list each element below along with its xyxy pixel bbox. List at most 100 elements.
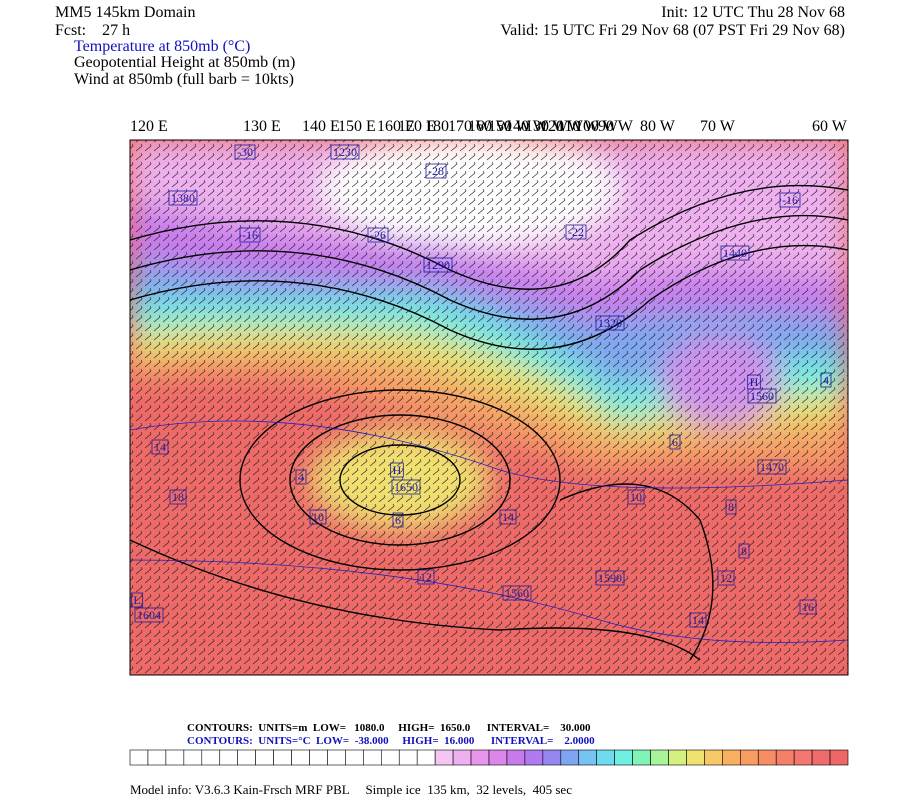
contour-label: 6 <box>672 435 678 449</box>
contour-label-box <box>367 227 389 243</box>
contour-label: 12 <box>420 570 432 584</box>
contour-label: L <box>133 593 140 607</box>
contour-label-box <box>499 509 517 525</box>
contour-label-box <box>725 499 737 515</box>
contour-label: 1590 <box>598 571 622 585</box>
contour-label-box <box>169 489 187 505</box>
contour-label: 14 <box>502 510 514 524</box>
colorbar-cell <box>650 749 669 766</box>
colorbar-cell <box>470 749 490 766</box>
colorbar-cell <box>273 749 292 766</box>
colorbar-cell <box>398 749 418 766</box>
colorbar-cell <box>506 749 526 766</box>
colorbar-cell <box>201 749 221 766</box>
map-field <box>130 140 848 675</box>
colorbar-cell <box>757 749 777 766</box>
contour-label-box <box>423 257 453 273</box>
contour-label: 1560 <box>750 389 774 403</box>
contour-label: 1470 <box>760 460 784 474</box>
contour-label: 1320 <box>598 316 622 330</box>
contour-label-box <box>747 388 777 404</box>
contour-label-box <box>390 462 404 478</box>
colorbar-cell <box>596 749 615 766</box>
contour-label-box <box>392 512 404 528</box>
longitude-label: 150 W <box>488 118 532 135</box>
contour-label: 1650 <box>394 480 418 494</box>
contour-label: 1440 <box>723 246 747 260</box>
colorbar-cell <box>219 749 239 766</box>
colorbar-cell <box>739 749 759 766</box>
contour-label-box <box>134 607 164 623</box>
contour-label-box <box>799 599 817 615</box>
longitude-label: 180 <box>425 118 449 135</box>
contour-label: H <box>393 463 402 477</box>
contour-label-box <box>151 439 169 455</box>
contour-label-box <box>295 469 307 485</box>
longitude-label: 160 E <box>377 118 415 135</box>
title: MM5 145km Domain <box>55 4 195 21</box>
contour-label-box <box>595 570 625 586</box>
contour-label-box <box>391 479 421 495</box>
contour-label-box <box>565 224 587 240</box>
colorbar-cell <box>363 749 382 766</box>
contour-label-box <box>425 163 447 179</box>
colorbar-cell <box>434 749 454 766</box>
colorbar-cell <box>129 749 149 766</box>
longitude-label: 140 E <box>302 118 340 135</box>
colorbar-cell <box>524 749 544 766</box>
colorbar-cell <box>704 749 723 766</box>
contour-label-box <box>234 144 256 160</box>
contour-label: -16 <box>782 193 798 207</box>
longitude-label: 130 W <box>525 118 569 135</box>
colorbar-cell <box>345 749 364 766</box>
colorbar-cell <box>793 749 813 766</box>
longitude-label: 140 W <box>505 118 549 135</box>
longitude-label: 80 W <box>640 118 676 135</box>
forecast: Fcst: 27 h <box>55 22 130 39</box>
colorbar-cell <box>416 749 436 766</box>
contour-label-box <box>669 434 681 450</box>
longitude-label: 110 W <box>557 118 600 135</box>
contour-label-box <box>168 190 198 206</box>
contour-label-box <box>239 227 261 243</box>
colorbar-cell <box>775 749 795 766</box>
longitude-label: 70 W <box>700 118 736 135</box>
longitude-label: 130 E <box>243 118 281 135</box>
contour-label: 14 <box>154 440 166 454</box>
valid-time: Valid: 15 UTC Fri 29 Nov 68 (07 PST Fri … <box>500 22 845 39</box>
colorbar-cell <box>291 749 310 766</box>
contour-label: 14 <box>692 613 704 627</box>
contour-label-box <box>820 372 832 388</box>
contour-label-box <box>330 144 360 160</box>
longitude-label: 90 W <box>598 118 634 135</box>
colorbar-cell <box>632 749 651 766</box>
contour-label: 1230 <box>333 145 357 159</box>
contour-label: 8 <box>741 544 747 558</box>
contour-label: 12 <box>720 571 732 585</box>
init-time: Init: 12 UTC Thu 28 Nov 68 <box>661 4 845 21</box>
contour-label-box <box>309 509 327 525</box>
colorbar-cell <box>165 749 185 766</box>
colorbar-cell <box>183 749 203 766</box>
colorbar-cell <box>237 749 256 766</box>
contour-label: 1560 <box>505 586 529 600</box>
longitude-label: 170 E <box>398 118 436 135</box>
colorbar-cell <box>147 749 167 766</box>
contour-label: 10 <box>312 510 324 524</box>
temperature-contour-info: CONTOURS: UNITS=°C LOW= -38.000 HIGH= 16… <box>187 735 595 747</box>
contour-label-box <box>689 612 707 628</box>
model-info: Model info: V3.6.3 Kain-Frsch MRF PBL Si… <box>130 782 572 797</box>
colorbar-cell <box>722 749 741 766</box>
contour-label: 1290 <box>426 258 450 272</box>
colorbar-cell <box>829 749 849 766</box>
longitude-label: 100 W <box>575 118 619 135</box>
contour-label: 8 <box>728 500 734 514</box>
colorbar-cell <box>542 749 562 766</box>
contour-label: 4 <box>298 470 304 484</box>
colorbar-cell <box>327 749 346 766</box>
contour-label: 6 <box>395 513 401 527</box>
longitude-label: 150 E <box>338 118 376 135</box>
field-label: Wind at 850mb (full barb = 10kts) <box>74 71 294 88</box>
contour-label: -16 <box>242 228 258 242</box>
